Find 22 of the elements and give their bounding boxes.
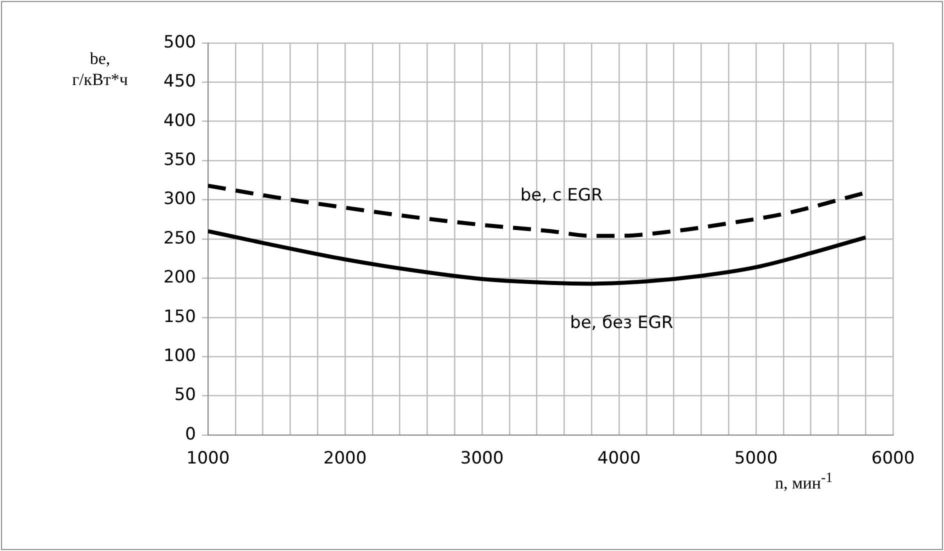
y-tick-label: 350 <box>164 150 196 170</box>
series-label: be, без EGR <box>570 313 674 334</box>
y-tick-label: 450 <box>164 72 196 92</box>
x-tick-label: 1000 <box>186 448 230 469</box>
y-tick-label: 300 <box>164 189 196 210</box>
y-tick-label: 100 <box>164 346 196 366</box>
x-tick-label: 4000 <box>597 448 641 469</box>
series-label: be, с EGR <box>520 185 604 206</box>
y-tick-label: 400 <box>164 110 196 131</box>
y-tick-label: 200 <box>164 268 196 288</box>
y-axis-title: be, г/кВт*ч <box>71 48 129 90</box>
x-tick-label: 6000 <box>871 448 915 469</box>
y-tick-label: 0 <box>185 424 196 444</box>
x-tick-label: 5000 <box>734 448 778 469</box>
x-axis-title: n, мин$^{-1}$ <box>775 470 833 494</box>
y-tick-label: 150 <box>164 306 196 327</box>
y-tick-label: 250 <box>164 228 196 248</box>
y-tick-label: 500 <box>164 32 196 52</box>
line-series <box>208 229 868 286</box>
x-tick-label: 2000 <box>323 448 367 469</box>
x-tick-label: 3000 <box>460 448 504 469</box>
y-tick-label: 50 <box>174 385 196 406</box>
